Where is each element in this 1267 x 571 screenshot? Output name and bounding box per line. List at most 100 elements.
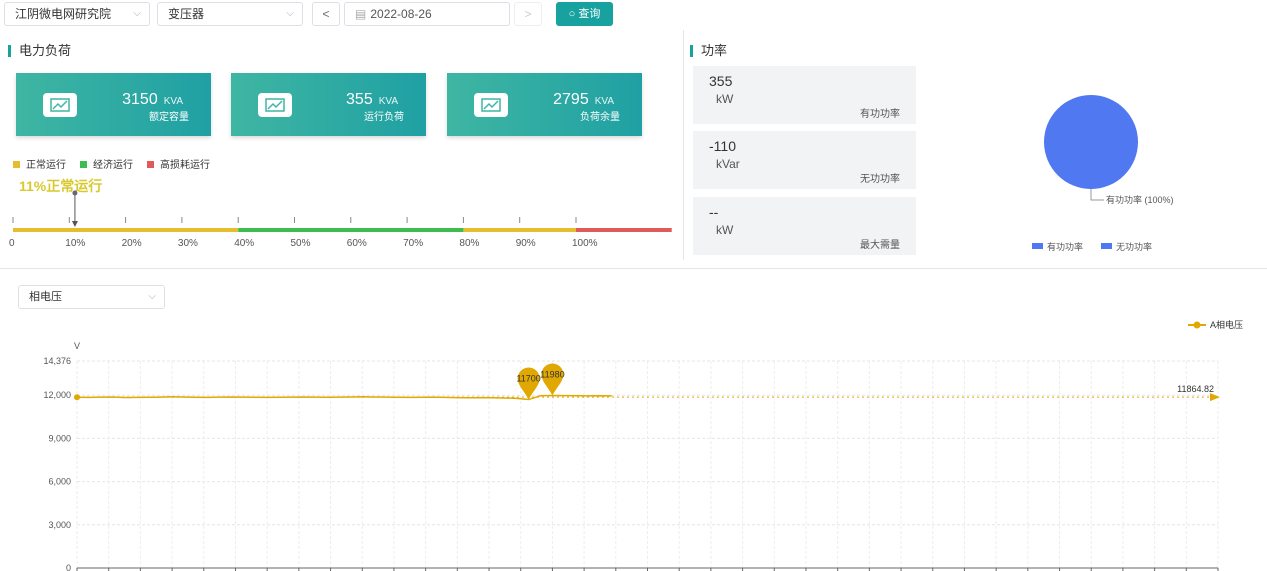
load-gauge: 0 10% 20% 30% 40% 50% 60% 70% 80% 90% 100%: [9, 190, 672, 249]
power-box: -- kW 最大需量: [693, 197, 916, 255]
card-unit: KVA: [163, 96, 183, 107]
legend-swatch: [1032, 243, 1043, 249]
power-value: 355: [709, 73, 733, 89]
power-section-title: 功率: [690, 44, 727, 57]
legend-swatch: [1101, 243, 1112, 249]
legend-marker: [1193, 321, 1201, 329]
pie-slice-active-power: [1044, 95, 1138, 189]
y-axis-label: V: [74, 341, 80, 351]
arrow-right-icon: [1210, 393, 1220, 402]
chart-icon: [43, 93, 77, 117]
power-pie-chart: 有功功率 (100%) 有功功率 无功功率: [1032, 95, 1174, 252]
power-box: -110 kVar 无功功率: [693, 131, 916, 189]
load-card: 3150 KVA 额定容量: [16, 73, 211, 136]
date-value: 2022-08-26: [370, 7, 432, 21]
mark-point-pin: [541, 363, 564, 396]
gauge-segment: [13, 228, 239, 232]
pie-legend-label: 有功功率: [1047, 241, 1083, 252]
chart-icon: [258, 93, 292, 117]
gauge-tick-label: 0: [9, 238, 15, 249]
mark-line-label: 11864.82: [1177, 384, 1214, 394]
legend-label: 高损耗运行: [160, 160, 210, 171]
gauge-tick-label: 50%: [291, 238, 311, 249]
gauge-pointer-head: [72, 190, 78, 196]
gauge-segment: [463, 228, 576, 232]
gauge-tick-label: 40%: [234, 238, 254, 249]
card-label: 运行负荷: [364, 112, 404, 123]
gauge-tick-label: 80%: [459, 238, 479, 249]
power-unit: kVar: [716, 157, 740, 171]
mark-point-pin: [517, 367, 540, 400]
y-tick-label: 6,000: [48, 477, 71, 487]
legend-swatch: [13, 161, 20, 168]
gauge-tick-label: 60%: [347, 238, 367, 249]
gauge-tick-label: 100%: [572, 238, 598, 249]
pie-legend-label: 无功功率: [1116, 241, 1152, 252]
chart-icon: [474, 93, 508, 117]
gauge-tick-label: 70%: [403, 238, 423, 249]
pie-slice-label: 有功功率 (100%): [1106, 194, 1174, 205]
series-legend-label[interactable]: A相电压: [1210, 319, 1243, 330]
gauge-segment: [576, 228, 672, 232]
chevron-down-icon: ⌵: [133, 8, 141, 19]
legend-label: 正常运行: [26, 160, 66, 171]
power-unit: kW: [716, 92, 734, 106]
prev-date-button[interactable]: <: [312, 2, 340, 26]
card-value: 2795: [553, 91, 589, 108]
load-status: 11%正常运行: [19, 178, 103, 194]
pie-label-line: [1090, 189, 1104, 201]
y-tick-label: 3,000: [48, 520, 71, 530]
load-legend: 正常运行 经济运行 高损耗运行: [13, 156, 210, 171]
org-select-value: 江阴微电网研究院: [15, 7, 112, 21]
card-label: 额定容量: [149, 112, 189, 123]
legend-swatch: [80, 161, 87, 168]
mark-point-label: 11980: [540, 370, 564, 380]
legend-item: 经济运行: [80, 156, 133, 171]
power-box: 355 kW 有功功率: [693, 66, 916, 124]
query-button[interactable]: ○ 查询: [556, 2, 613, 26]
gauge-tick-label: 30%: [178, 238, 198, 249]
divider: [0, 268, 1267, 269]
arrow-down-icon: [71, 221, 78, 227]
load-section-title: 电力负荷: [8, 44, 71, 57]
date-input[interactable]: ▤ 2022-08-26: [344, 2, 510, 26]
card-value: 3150: [122, 91, 158, 108]
gauge-tick-label: 10%: [65, 238, 85, 249]
card-unit: KVA: [594, 96, 614, 107]
y-tick-label: 0: [66, 563, 71, 571]
gauge-tick-label: 20%: [122, 238, 142, 249]
power-label: 有功功率: [860, 109, 900, 120]
voltage-type-select[interactable]: 相电压 ⌵: [18, 285, 165, 309]
gauge-segment: [238, 228, 464, 232]
power-value: -110: [709, 138, 736, 154]
load-card: 355 KVA 运行负荷: [231, 73, 426, 136]
org-select[interactable]: 江阴微电网研究院 ⌵: [4, 2, 150, 26]
power-label: 无功功率: [860, 174, 900, 185]
chevron-down-icon: ⌵: [148, 291, 156, 302]
gauge-tick-label: 90%: [516, 238, 536, 249]
calendar-icon: ▤: [355, 7, 367, 21]
legend-label: 经济运行: [93, 160, 133, 171]
mark-point-label: 11700: [516, 374, 540, 384]
card-value: 355: [346, 91, 373, 108]
device-select-value: 变压器: [168, 7, 205, 21]
legend-item: 正常运行: [13, 156, 66, 171]
chevron-down-icon: ⌵: [286, 8, 294, 19]
y-tick-label: 12,000: [43, 390, 71, 400]
y-tick-label: 9,000: [48, 433, 71, 443]
card-label: 负荷余量: [580, 112, 620, 123]
search-icon: ○: [568, 8, 579, 20]
query-label: 查询: [578, 8, 601, 20]
device-select[interactable]: 变压器 ⌵: [157, 2, 303, 26]
load-card: 2795 KVA 负荷余量: [447, 73, 642, 136]
y-tick-label: 14,376: [43, 356, 71, 366]
power-label: 最大需量: [860, 240, 900, 251]
legend-item: 高损耗运行: [147, 156, 210, 171]
series-start-point: [74, 394, 80, 401]
next-date-button[interactable]: >: [514, 2, 542, 26]
legend-swatch: [147, 161, 154, 168]
voltage-type-value: 相电压: [29, 291, 62, 303]
power-value: --: [709, 204, 719, 220]
card-unit: KVA: [378, 96, 398, 107]
